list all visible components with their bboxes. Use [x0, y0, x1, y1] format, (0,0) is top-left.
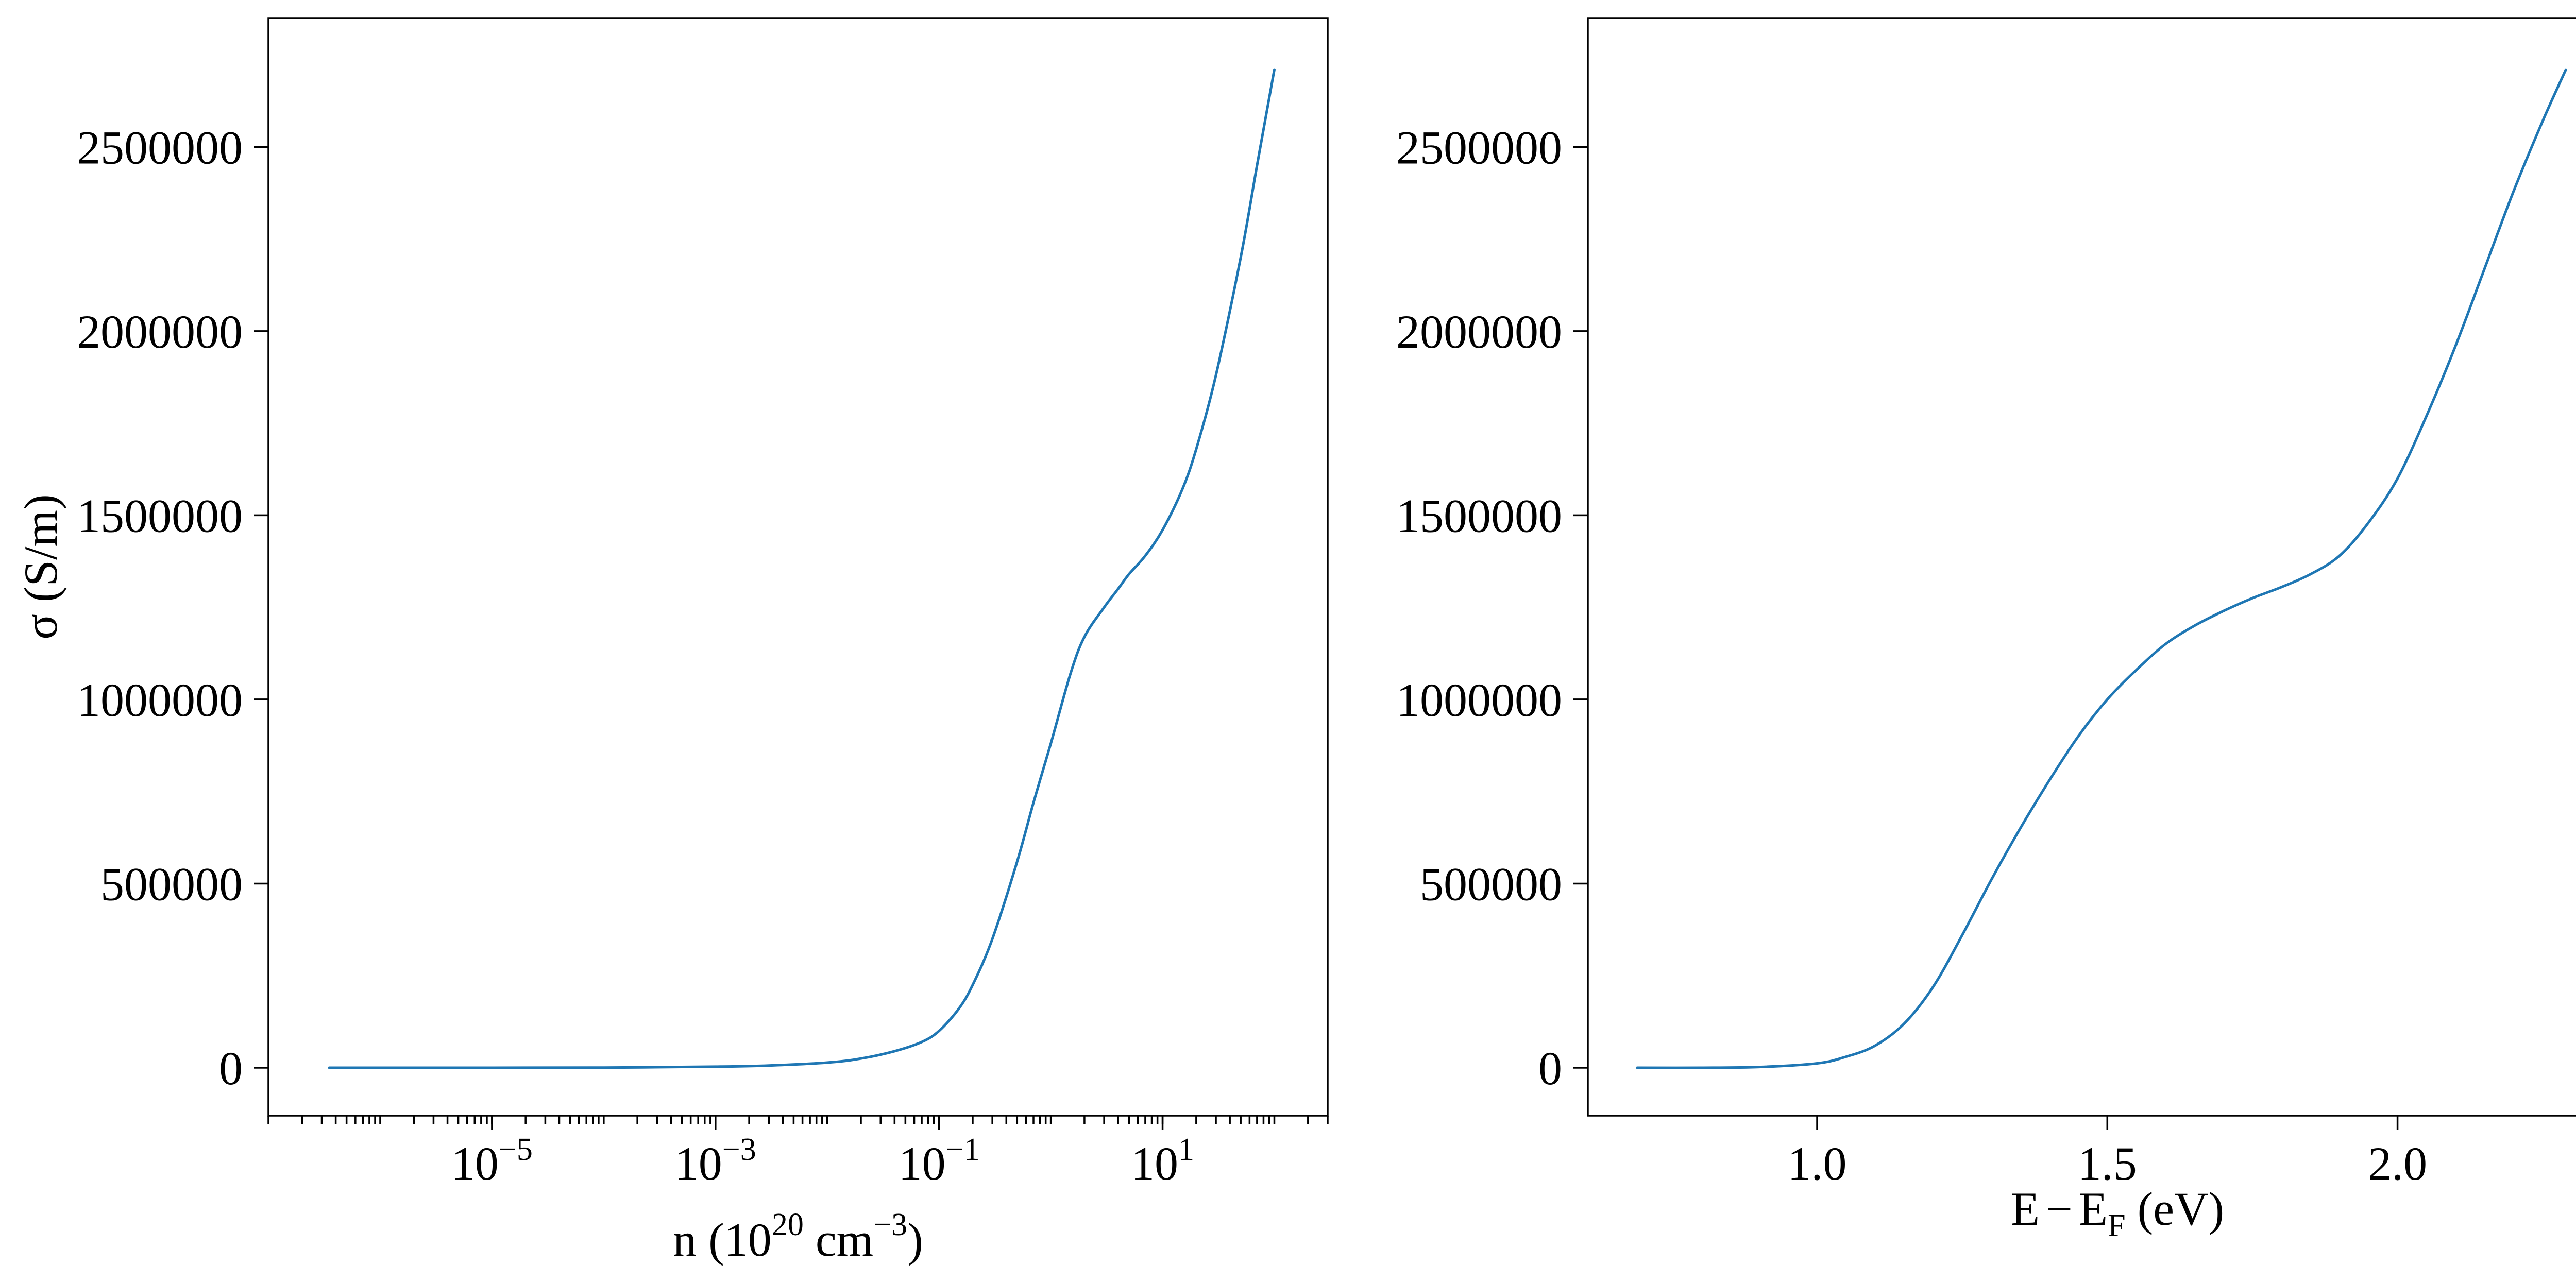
y-tick-label: 2500000: [1396, 121, 1562, 174]
x-tick-label: 1.5: [2078, 1137, 2137, 1190]
x-tick-label: 1.0: [1787, 1137, 1846, 1190]
y-tick-label: 2000000: [1396, 305, 1562, 358]
y-tick-label: 1500000: [1396, 489, 1562, 542]
axes-frame: [267, 17, 1329, 1117]
x-tick-label: 2.0: [2368, 1137, 2427, 1190]
x-tick-label: 101: [1131, 1132, 1194, 1190]
series-line-0: [1636, 68, 2567, 1069]
y-tick-label: 500000: [100, 858, 243, 910]
series-line-0: [328, 68, 1276, 1069]
y-tick-label: 1000000: [1396, 674, 1562, 726]
y-tick-label: 0: [1538, 1042, 1562, 1095]
y-tick-label: 2000000: [77, 305, 243, 358]
y-tick-label: 1500000: [77, 489, 243, 542]
x-tick-label: 10−1: [899, 1132, 980, 1190]
conductivity-vs-energy-panel: 1.0 1.5 2.0 0 500000 1000000 1500000 2000000 250…: [1396, 17, 2576, 1243]
conductivity-vs-carrier-density-panel: 10−5 10−3 10−1 101 0 500000 1000000 1500000 2000…: [14, 17, 1329, 1266]
x-axis-label: n (1020 cm−3): [673, 1207, 923, 1266]
y-tick-label: 2500000: [77, 121, 243, 174]
x-tick-label: 10−3: [675, 1132, 756, 1190]
x-tick-label: 10−5: [451, 1132, 533, 1190]
y-tick-label: 1000000: [77, 674, 243, 726]
axes-frame: [1587, 17, 2576, 1117]
x-axis-label: E − EF (eV): [2011, 1183, 2224, 1243]
y-axis-label: σ (S/m): [14, 494, 67, 639]
y-tick-label: 500000: [1420, 858, 1562, 910]
y-tick-label: 0: [219, 1042, 243, 1095]
